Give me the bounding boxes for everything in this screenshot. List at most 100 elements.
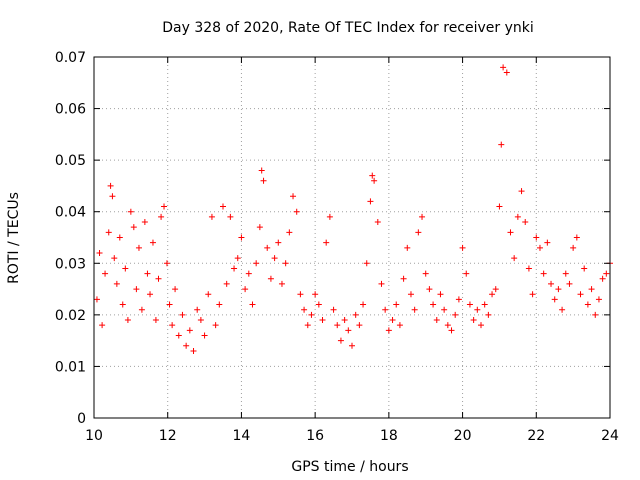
x-tick-label: 12 <box>159 428 177 444</box>
data-point <box>116 234 123 241</box>
data-point <box>433 317 440 324</box>
data-point <box>334 322 341 329</box>
data-point <box>141 219 148 226</box>
data-point <box>293 208 300 215</box>
data-point <box>592 311 599 318</box>
y-tick-label: 0.05 <box>55 153 86 169</box>
data-point <box>584 301 591 308</box>
data-point <box>253 260 260 267</box>
y-tick-label: 0.07 <box>55 50 86 66</box>
data-point <box>172 286 179 293</box>
data-point <box>466 301 473 308</box>
y-tick-label: 0 <box>77 411 86 427</box>
data-point <box>130 224 137 231</box>
data-point <box>96 249 103 256</box>
x-tick-label: 10 <box>85 428 103 444</box>
data-point <box>297 291 304 298</box>
data-point <box>529 291 536 298</box>
data-point <box>426 286 433 293</box>
data-point <box>208 213 215 220</box>
data-point <box>404 244 411 251</box>
data-point <box>551 296 558 303</box>
data-point <box>448 327 455 334</box>
data-point <box>308 311 315 318</box>
data-point <box>197 317 204 324</box>
data-point <box>441 306 448 313</box>
data-point <box>216 301 223 308</box>
data-point <box>330 306 337 313</box>
data-point <box>190 347 197 354</box>
data-point <box>367 198 374 205</box>
data-point <box>258 167 265 174</box>
data-point <box>566 280 573 287</box>
data-point <box>603 270 610 277</box>
data-point <box>169 322 176 329</box>
data-point <box>536 244 543 251</box>
data-point <box>481 301 488 308</box>
data-point <box>163 260 170 267</box>
data-point <box>227 213 234 220</box>
data-point <box>378 280 385 287</box>
data-point <box>155 275 162 282</box>
data-point <box>459 244 466 251</box>
data-point <box>183 342 190 349</box>
data-point <box>133 286 140 293</box>
data-point <box>407 291 414 298</box>
data-point <box>275 239 282 246</box>
data-point <box>555 286 562 293</box>
data-point <box>119 301 126 308</box>
data-point <box>599 275 606 282</box>
data-point <box>231 265 238 272</box>
data-point <box>166 301 173 308</box>
data-point <box>326 213 333 220</box>
data-point <box>223 280 230 287</box>
data-point <box>290 193 297 200</box>
data-point <box>437 291 444 298</box>
data-point <box>507 229 514 236</box>
data-point <box>111 255 118 262</box>
data-point <box>369 172 376 179</box>
axis-ticks: 10 12 14 16 18 20 22 24 0 0.01 0.02 0.03 0.04 0.05 0.0… <box>55 50 619 444</box>
data-point <box>312 291 319 298</box>
data-point <box>470 317 477 324</box>
data-point <box>371 177 378 184</box>
data-point <box>503 69 510 76</box>
data-point <box>349 342 355 349</box>
data-point <box>540 270 547 277</box>
data-point <box>570 244 577 251</box>
data-point <box>544 239 551 246</box>
y-tick-label: 0.03 <box>55 256 86 272</box>
data-point <box>478 322 484 329</box>
data-point <box>93 296 100 303</box>
data-point <box>124 317 131 324</box>
data-point <box>323 239 330 246</box>
y-tick-label: 0.02 <box>55 308 86 324</box>
data-point <box>559 306 566 313</box>
data-point <box>220 203 226 210</box>
data-point <box>147 291 154 298</box>
data-point <box>301 306 308 313</box>
data-point <box>105 229 112 236</box>
data-point <box>256 224 263 231</box>
data-point <box>107 182 114 189</box>
data-points <box>93 64 613 354</box>
data-point <box>245 270 252 277</box>
data-point <box>186 327 193 334</box>
data-point <box>498 141 505 148</box>
data-point <box>455 296 462 303</box>
data-point <box>278 280 285 287</box>
data-point <box>511 255 518 262</box>
data-point <box>345 327 352 334</box>
data-point <box>102 270 109 277</box>
data-point <box>286 229 293 236</box>
data-point <box>149 239 156 246</box>
data-point <box>533 234 540 241</box>
data-point <box>518 188 525 195</box>
data-point <box>113 280 120 287</box>
data-point <box>577 291 584 298</box>
data-point <box>474 306 481 313</box>
data-point <box>260 177 267 184</box>
data-point <box>144 270 151 277</box>
data-point <box>135 244 142 251</box>
